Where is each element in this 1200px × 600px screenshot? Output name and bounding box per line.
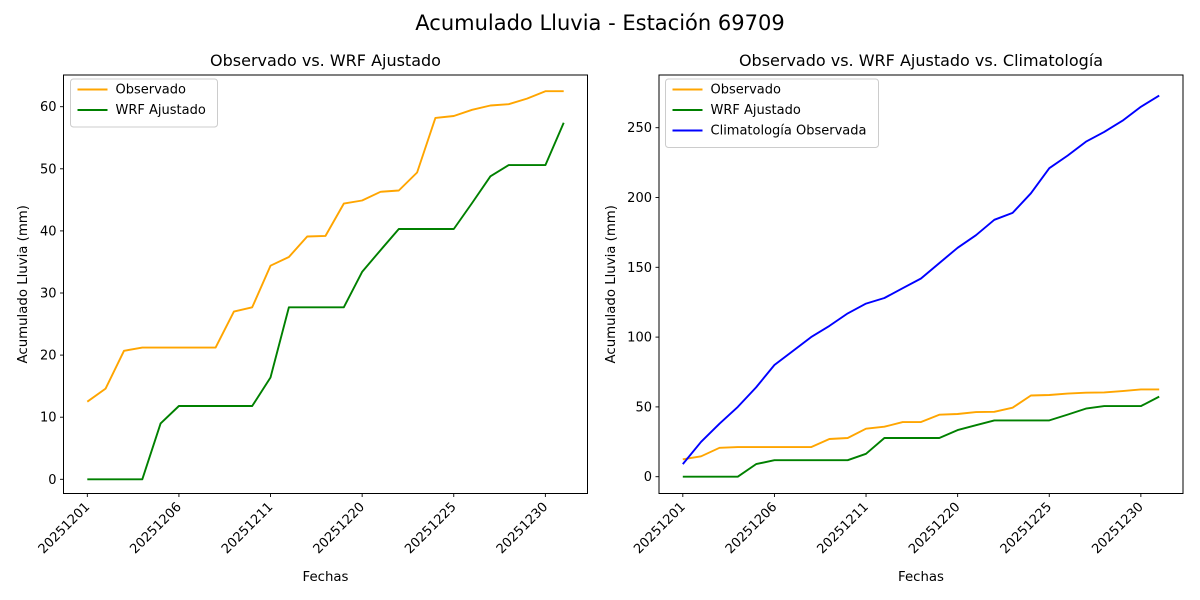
figure-title: Acumulado Lluvia - Estación 69709 [415, 11, 785, 35]
axes-frame [63, 74, 588, 494]
y-tick-label: 250 [627, 121, 652, 136]
legend-box [665, 78, 879, 148]
x-tick-label: 20251201 [631, 500, 688, 557]
x-tick-label: 20251230 [1089, 500, 1146, 557]
y-tick-label: 60 [40, 100, 57, 115]
legend-box [70, 78, 218, 128]
line-observado [682, 388, 1160, 461]
y-tick-label: 100 [627, 331, 652, 346]
y-tick-label: 20 [40, 349, 57, 364]
legend-label: Climatología Observada [711, 124, 867, 139]
y-tick-label: 200 [627, 191, 652, 206]
y-tick-label: 0 [48, 473, 56, 488]
x-tick-label: 20251225 [998, 500, 1055, 557]
x-axis-label: Fechas [898, 570, 944, 585]
y-tick-label: 50 [635, 400, 652, 415]
x-tick-label: 20251206 [723, 500, 780, 557]
line-wrf-ajustado [87, 122, 565, 481]
x-axis-label: Fechas [303, 570, 349, 585]
y-tick-label: 30 [40, 287, 57, 302]
y-tick-label: 10 [40, 411, 57, 426]
legend-label: WRF Ajustado [711, 103, 801, 118]
y-tick-label: 50 [40, 162, 57, 177]
legend-label: Observado [711, 83, 782, 98]
y-tick-label: 0 [644, 470, 652, 485]
y-axis-label: Acumulado Lluvia (mm) [16, 205, 31, 363]
x-tick-label: 20251220 [906, 500, 963, 557]
line-climatolog-a-observada [682, 94, 1160, 465]
y-tick-label: 150 [627, 261, 652, 276]
line-wrf-ajustado [682, 395, 1160, 478]
legend-label: WRF Ajustado [116, 103, 206, 118]
legend-label: Observado [116, 83, 187, 98]
x-tick-label: 20251211 [814, 500, 871, 557]
y-axis-label: Acumulado Lluvia (mm) [604, 205, 619, 363]
line-observado [86, 90, 564, 403]
y-tick-label: 40 [40, 224, 57, 239]
subplot-title: Observado vs. WRF Ajustado [210, 51, 441, 70]
subplot-title: Observado vs. WRF Ajustado vs. Climatolo… [739, 51, 1103, 70]
